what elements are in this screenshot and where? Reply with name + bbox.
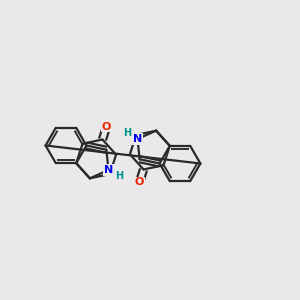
Text: H: H bbox=[123, 128, 131, 138]
Text: O: O bbox=[135, 177, 144, 187]
Text: O: O bbox=[102, 122, 111, 132]
Text: H: H bbox=[115, 171, 123, 181]
Text: N: N bbox=[133, 134, 142, 144]
Text: N: N bbox=[104, 165, 113, 175]
